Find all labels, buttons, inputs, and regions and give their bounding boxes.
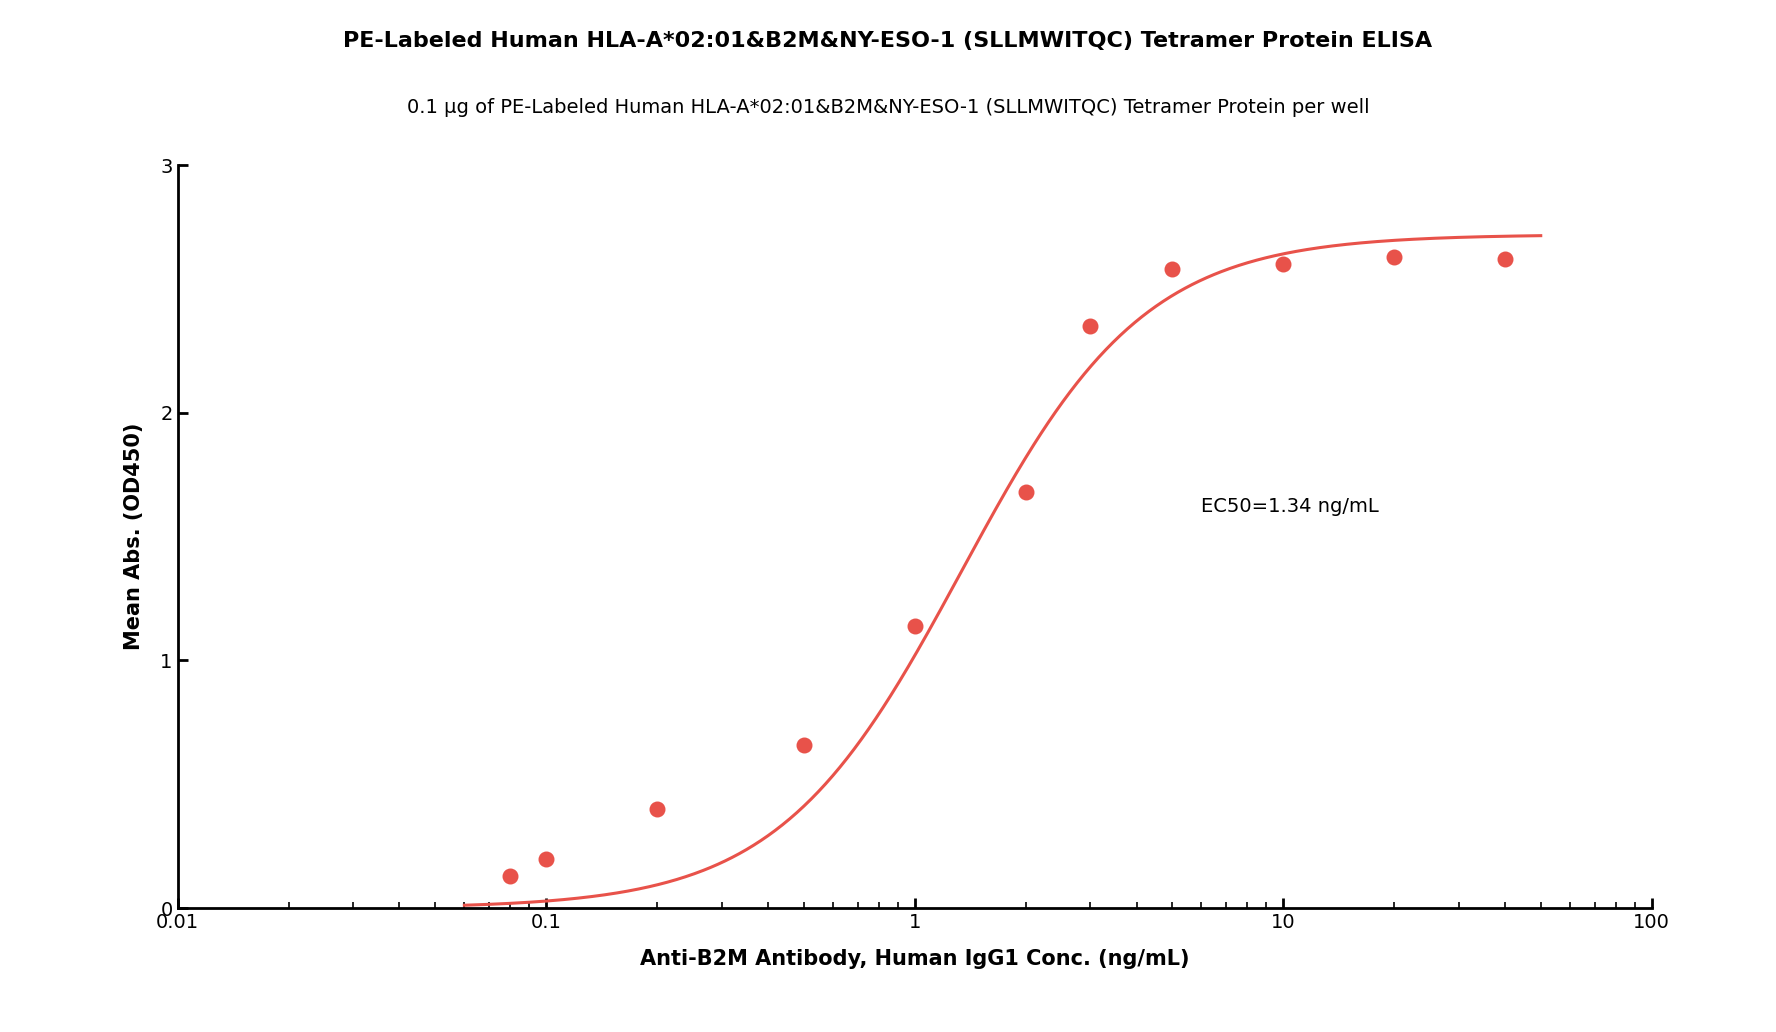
Y-axis label: Mean Abs. (OD450): Mean Abs. (OD450) (124, 423, 144, 650)
Point (1380, 249, 1408, 265)
Point (790, 737, 819, 753)
Text: EC50=1.34 ng/mL: EC50=1.34 ng/mL (1201, 497, 1380, 516)
Point (1268, 256, 1296, 272)
Text: 0.1 μg of PE-Labeled Human HLA-A*02:01&B2M&NY-ESO-1 (SLLMWITQC) Tetramer Protein: 0.1 μg of PE-Labeled Human HLA-A*02:01&B… (407, 98, 1369, 117)
Point (531, 850, 559, 867)
X-axis label: Anti-B2M Antibody, Human IgG1 Conc. (ng/mL): Anti-B2M Antibody, Human IgG1 Conc. (ng/… (639, 948, 1190, 969)
Point (1158, 261, 1186, 278)
Point (900, 617, 929, 634)
Text: PE-Labeled Human HLA-A*02:01&B2M&NY-ESO-1 (SLLMWITQC) Tetramer Protein ELISA: PE-Labeled Human HLA-A*02:01&B2M&NY-ESO-… (343, 31, 1433, 51)
Point (643, 801, 671, 817)
Point (496, 868, 524, 884)
Point (1011, 484, 1039, 501)
Point (1490, 251, 1518, 267)
Point (1076, 318, 1105, 334)
